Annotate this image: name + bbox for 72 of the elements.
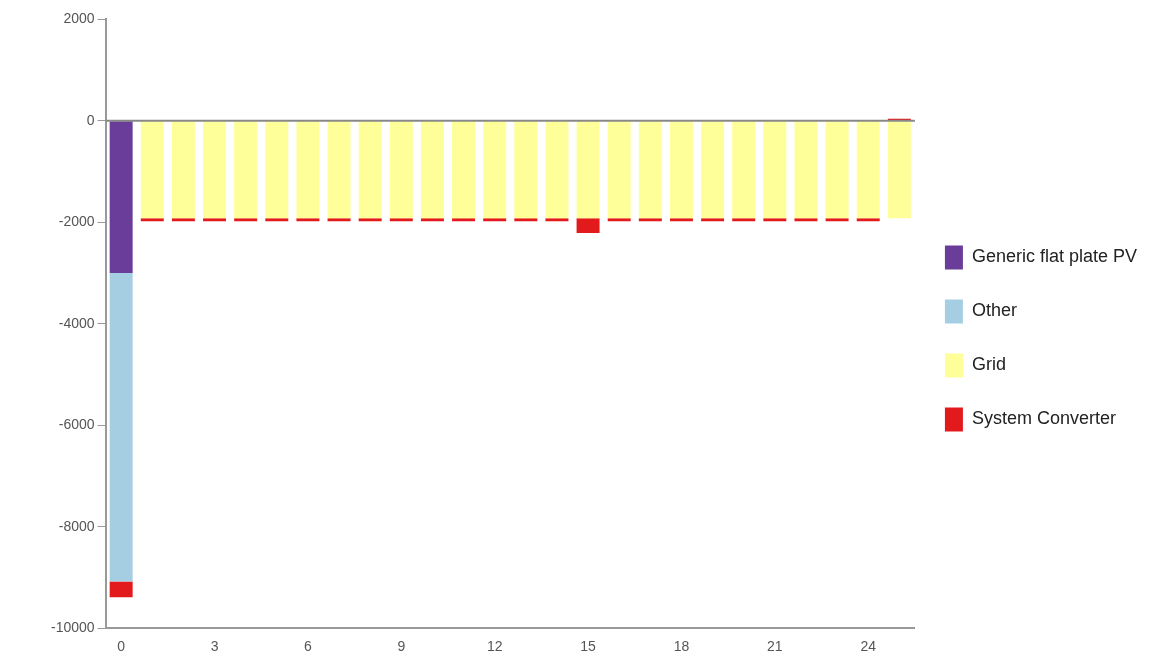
bar [514, 121, 538, 219]
y-tick-label: -6000 [58, 416, 95, 433]
y-tick-label: 2000 [63, 10, 95, 27]
bar [171, 218, 195, 222]
bar [825, 218, 849, 222]
bar [887, 121, 911, 219]
bar [701, 121, 725, 219]
bar [638, 218, 662, 222]
bar [669, 218, 693, 222]
bar [296, 121, 320, 219]
legend-label: Other [971, 300, 1017, 321]
bar [576, 121, 600, 219]
x-tick-label: 24 [860, 638, 877, 655]
x-tick-label: 12 [486, 638, 503, 655]
bar [296, 218, 320, 222]
bar [140, 121, 164, 219]
bar [234, 121, 258, 219]
bar [856, 218, 880, 222]
bar [234, 218, 258, 222]
y-tick-label: -2000 [58, 213, 95, 230]
bar [171, 121, 195, 219]
bar [452, 121, 476, 219]
bar [763, 218, 787, 222]
bar [794, 121, 818, 219]
bar [576, 218, 600, 233]
bar [389, 121, 413, 219]
bar [358, 218, 382, 222]
y-tick-label: 0 [86, 111, 95, 128]
bar [607, 121, 631, 219]
bar [825, 121, 849, 219]
x-tick-label: 21 [767, 638, 783, 655]
bar [327, 218, 351, 222]
bar [265, 218, 289, 222]
bar [607, 218, 631, 222]
bar [109, 273, 133, 582]
legend-label: Generic flat plate PV [971, 246, 1138, 267]
bar [545, 121, 569, 219]
bar [732, 121, 756, 219]
y-tick-label: -8000 [58, 517, 95, 534]
bar [420, 121, 444, 219]
bar [265, 121, 289, 219]
bar [763, 121, 787, 219]
bar [420, 218, 444, 222]
x-tick-label: 15 [580, 638, 597, 655]
y-tick-label: -10000 [51, 619, 95, 636]
bar [483, 218, 507, 222]
bar [514, 218, 538, 222]
bar [203, 218, 227, 222]
legend-label: System Converter [971, 408, 1116, 429]
bar [545, 218, 569, 222]
bar [669, 121, 693, 219]
bar [358, 121, 382, 219]
bar [638, 121, 662, 219]
x-tick-label: 3 [210, 638, 219, 655]
bar [109, 121, 133, 274]
bar [701, 218, 725, 222]
bar [452, 218, 476, 222]
bar [109, 581, 133, 598]
bar [327, 121, 351, 219]
x-tick-label: 6 [304, 638, 313, 655]
bar [856, 121, 880, 219]
bar [794, 218, 818, 222]
y-tick-label: -4000 [58, 314, 95, 331]
x-tick-label: 9 [397, 638, 406, 655]
bar [203, 121, 227, 219]
x-tick-label: 0 [117, 638, 126, 655]
bar [483, 121, 507, 219]
x-tick-label: 18 [673, 638, 690, 655]
bar [140, 218, 164, 222]
bar [389, 218, 413, 222]
legend-label: Grid [971, 354, 1006, 375]
bar [732, 218, 756, 222]
